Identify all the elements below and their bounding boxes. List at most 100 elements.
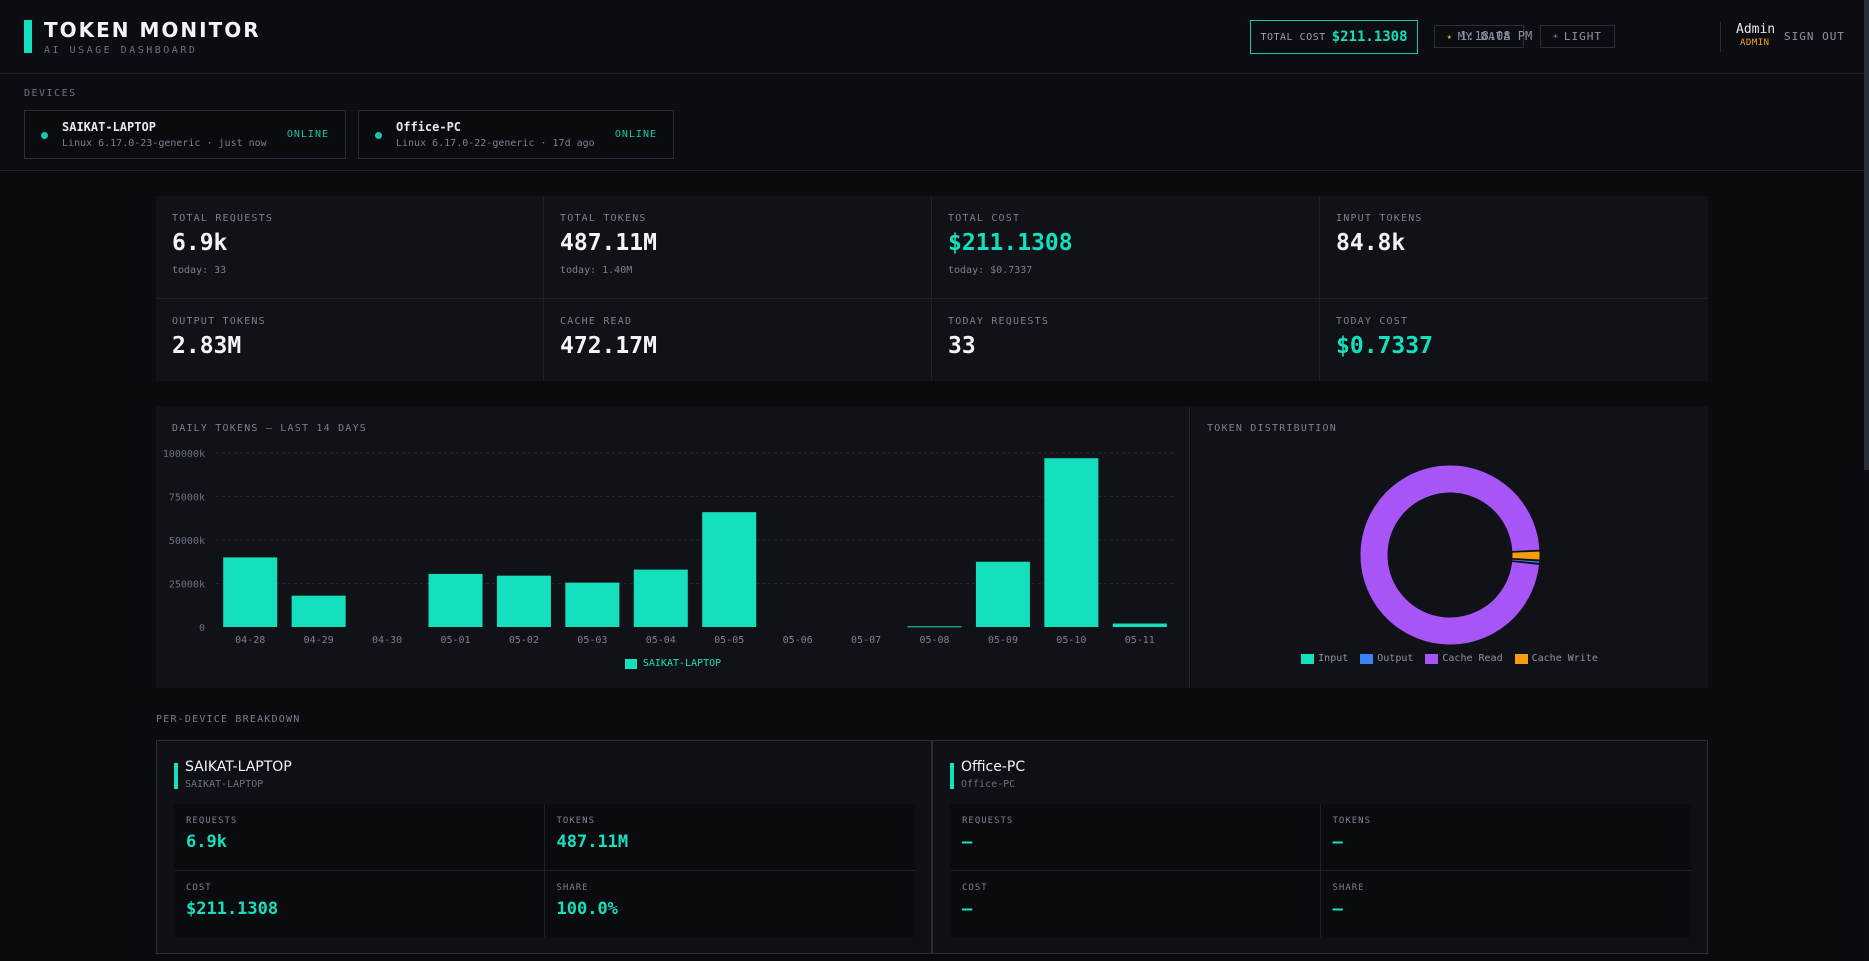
legend-swatch bbox=[1425, 653, 1439, 664]
metric-label: COST bbox=[186, 882, 212, 893]
stat-label: TODAY REQUESTS bbox=[948, 316, 1050, 327]
y-tick-label: 0 bbox=[199, 623, 205, 634]
stat-label: OUTPUT TOKENS bbox=[172, 316, 266, 327]
device-name: SAIKAT-LAPTOP bbox=[62, 120, 156, 134]
bar bbox=[702, 512, 757, 627]
stat-output-tokens: OUTPUT TOKENS 2.83M bbox=[156, 299, 544, 381]
distribution-legend: Input Output Cache Read Cache Write bbox=[1191, 653, 1708, 664]
legend-item-cache-write[interactable]: Cache Write bbox=[1514, 653, 1598, 664]
bar bbox=[428, 573, 483, 627]
total-cost-pill: TOTAL COST $211.1308 bbox=[1250, 20, 1418, 54]
metric-value: — bbox=[962, 832, 973, 852]
metric-label: COST bbox=[962, 882, 988, 893]
token-distribution-chart bbox=[1359, 464, 1541, 646]
card-subtitle: Office-PC bbox=[961, 779, 1016, 790]
metric-cost: COST — bbox=[950, 870, 1321, 937]
legend-item-cache-read[interactable]: Cache Read bbox=[1425, 653, 1503, 664]
bar bbox=[223, 557, 278, 627]
metric-value: 6.9k bbox=[186, 832, 227, 852]
stat-value: 2.83M bbox=[172, 333, 242, 359]
my-data-button[interactable]: ★ MY DATA bbox=[1434, 25, 1524, 48]
metric-label: REQUESTS bbox=[962, 816, 1014, 826]
app-title: TOKEN MONITOR bbox=[44, 18, 261, 42]
sign-out-button[interactable]: SIGN OUT bbox=[1784, 30, 1845, 43]
device-card[interactable]: Office-PC Linux 6.17.0-22-generic · 17d … bbox=[358, 110, 674, 159]
metric-label: SHARE bbox=[556, 882, 589, 893]
card-metrics: REQUESTS — TOKENS — COST — SHARE — bbox=[950, 804, 1691, 937]
legend-label: Input bbox=[1318, 653, 1349, 664]
x-tick-label: 05-11 bbox=[1125, 635, 1155, 646]
card-accent-bar bbox=[174, 763, 178, 789]
metric-value: 487.11M bbox=[556, 832, 629, 852]
bar bbox=[496, 575, 551, 627]
metric-requests: REQUESTS 6.9k bbox=[174, 804, 545, 871]
stat-today-requests: TODAY REQUESTS 33 bbox=[932, 299, 1320, 381]
breakdown-label: PER-DEVICE BREAKDOWN bbox=[156, 714, 301, 725]
stat-value: $211.1308 bbox=[948, 230, 1073, 256]
status-dot-icon bbox=[41, 132, 48, 139]
clock: 1:18:08 PM bbox=[1460, 29, 1533, 43]
legend-label: Output bbox=[1377, 653, 1414, 664]
scrollbar-thumb[interactable] bbox=[1864, 0, 1869, 470]
total-cost-label: TOTAL COST bbox=[1260, 31, 1326, 43]
x-tick-label: 04-28 bbox=[235, 635, 265, 646]
bar bbox=[1112, 623, 1167, 627]
metric-value: $211.1308 bbox=[186, 898, 279, 919]
distribution-title: TOKEN DISTRIBUTION bbox=[1207, 423, 1337, 434]
legend-swatch bbox=[1514, 653, 1528, 664]
stat-label: TOTAL REQUESTS bbox=[172, 213, 274, 224]
x-tick-label: 04-30 bbox=[372, 635, 402, 646]
page-scrollbar[interactable] bbox=[1864, 0, 1869, 961]
legend-label: Cache Read bbox=[1442, 653, 1503, 664]
legend-label: SAIKAT-LAPTOP bbox=[642, 658, 722, 669]
metric-label: TOKENS bbox=[556, 816, 596, 826]
device-breakdown-card: SAIKAT-LAPTOP SAIKAT-LAPTOP REQUESTS 6.9k… bbox=[156, 740, 932, 954]
stat-label: INPUT TOKENS bbox=[1336, 213, 1423, 224]
metric-requests: REQUESTS — bbox=[950, 804, 1321, 871]
stat-value: $0.7337 bbox=[1336, 333, 1433, 359]
metric-tokens: TOKENS — bbox=[1320, 804, 1691, 871]
legend-item-output[interactable]: Output bbox=[1360, 653, 1413, 664]
my-data-label: MY DATA bbox=[1457, 30, 1512, 43]
stat-label: TOTAL COST bbox=[948, 213, 1021, 224]
daily-tokens-chart: 0 25000k 50000k 75000k 100000k 04-28 04-29 04-3… bbox=[163, 449, 1174, 646]
brand-accent-bar bbox=[24, 20, 32, 53]
bar bbox=[291, 595, 346, 627]
user-name: Admin bbox=[1736, 22, 1776, 37]
device-breakdown-card: Office-PC Office-PC REQUESTS — TOKENS — CO… bbox=[932, 740, 1708, 954]
stat-total-tokens: TOTAL TOKENS 487.11M today: 1.40M bbox=[544, 196, 932, 299]
x-tick-label: 04-29 bbox=[304, 635, 334, 646]
x-tick-label: 05-03 bbox=[577, 635, 607, 646]
device-name: Office-PC bbox=[396, 120, 462, 134]
stat-input-tokens: INPUT TOKENS 84.8k bbox=[1320, 196, 1708, 299]
theme-toggle-button[interactable]: ☀ LIGHT bbox=[1540, 25, 1615, 48]
card-accent-bar bbox=[950, 763, 954, 789]
stat-label: CACHE READ bbox=[560, 316, 633, 327]
y-tick-label: 50000k bbox=[169, 536, 205, 547]
bar bbox=[565, 582, 620, 627]
stat-value: 33 bbox=[948, 333, 976, 359]
x-tick-label: 05-06 bbox=[783, 635, 813, 646]
daily-chart-legend[interactable]: SAIKAT-LAPTOP bbox=[156, 658, 1190, 669]
y-tick-label: 25000k bbox=[169, 580, 205, 591]
star-icon: ★ bbox=[1446, 32, 1453, 41]
device-meta: Linux 6.17.0-22-generic · 17d ago bbox=[396, 138, 595, 149]
devices-label: DEVICES bbox=[24, 88, 77, 99]
stat-value: 487.11M bbox=[560, 230, 657, 256]
device-status: ONLINE bbox=[286, 129, 329, 140]
stat-sub: today: 1.40M bbox=[560, 265, 633, 276]
legend-item-input[interactable]: Input bbox=[1301, 653, 1348, 664]
stat-sub: today: $0.7337 bbox=[948, 265, 1033, 276]
stat-label: TOTAL TOKENS bbox=[560, 213, 647, 224]
x-tick-label: 05-09 bbox=[988, 635, 1018, 646]
header-divider bbox=[1720, 22, 1721, 52]
legend-swatch bbox=[1360, 653, 1374, 664]
device-card[interactable]: SAIKAT-LAPTOP Linux 6.17.0-23-generic · … bbox=[24, 110, 346, 159]
theme-toggle-label: LIGHT bbox=[1563, 30, 1602, 43]
card-title: SAIKAT-LAPTOP bbox=[185, 759, 292, 775]
metric-value: — bbox=[962, 898, 973, 919]
metric-value: — bbox=[1332, 898, 1343, 919]
app-subtitle: AI USAGE DASHBOARD bbox=[44, 45, 198, 56]
daily-tokens-panel: DAILY TOKENS — LAST 14 DAYS 0 25000k 50000… bbox=[156, 406, 1190, 688]
card-metrics: REQUESTS 6.9k TOKENS 487.11M COST $211.1308… bbox=[174, 804, 915, 937]
